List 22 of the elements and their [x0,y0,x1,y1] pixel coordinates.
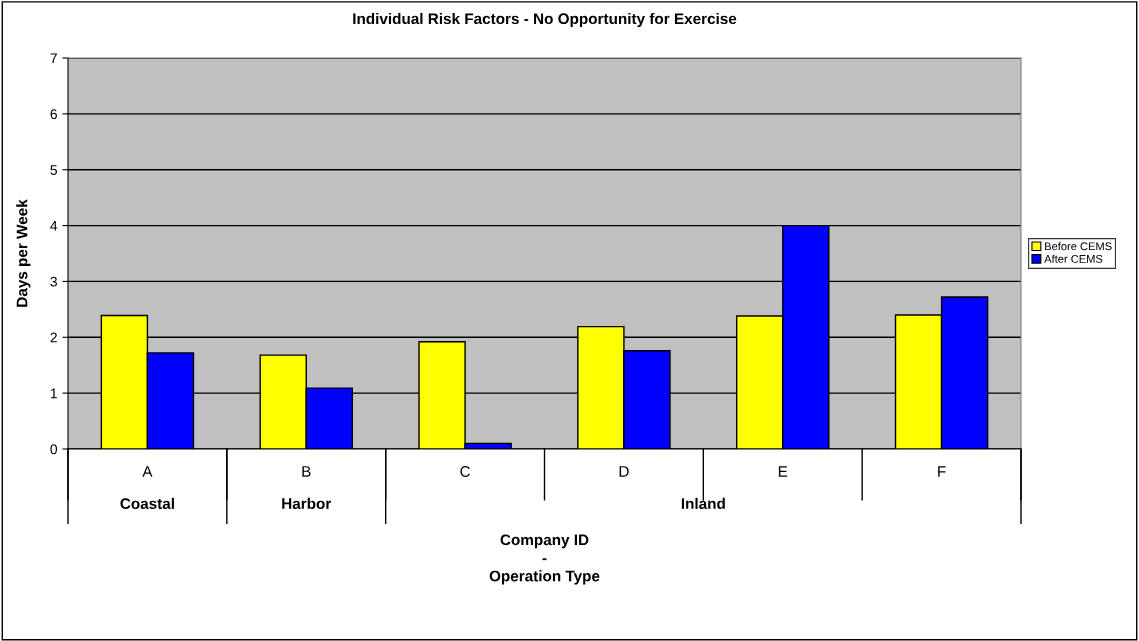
x-tick-label: E [778,466,788,477]
y-tick-label: 7 [50,53,57,64]
y-tick-label: 1 [50,388,57,399]
y-axis-title: Days per Week [16,199,31,307]
y-tick-label: 4 [50,221,58,231]
x-tick-label: F [938,466,946,477]
x-tick-label: B [302,466,311,477]
text: Coastal [120,497,174,510]
chart-title: Individual Risk Factors - No Opportunity for Exercise [353,12,737,28]
y-tick-label: 6 [50,109,57,120]
x-tick-label: D [619,466,629,477]
x-tick-label: C [460,466,471,477]
x-axis-title: Company ID - Operation Type [489,534,600,585]
text: Harbor [282,497,332,510]
y-tick-label: 2 [50,332,57,343]
text: Inland [681,497,725,510]
x-tick-label: A [142,466,153,477]
y-tick-label: 0 [50,444,58,455]
y-tick-label: 5 [50,165,57,175]
y-tick-label: 3 [50,276,57,287]
legend-label: After CEMS [1044,254,1103,263]
legend-label: Before CEMS [1045,242,1112,251]
